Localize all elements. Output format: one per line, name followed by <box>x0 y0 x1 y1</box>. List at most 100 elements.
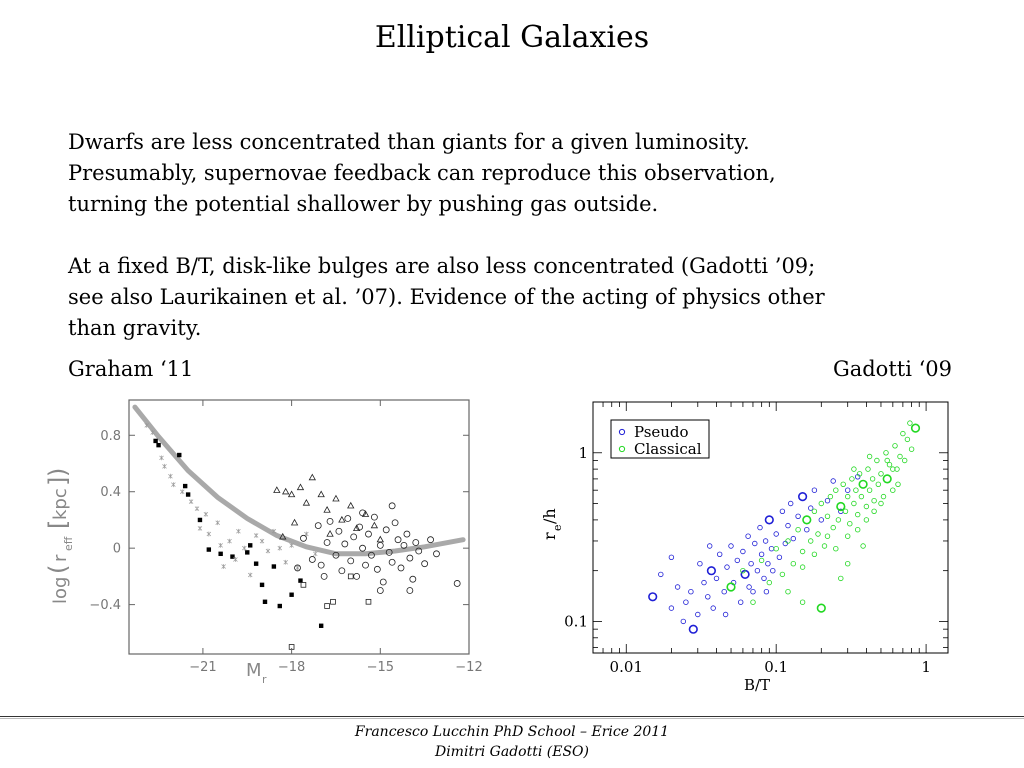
data-point-pseudo <box>737 599 744 605</box>
data-point-circle <box>323 539 331 546</box>
data-point-classical <box>858 479 868 489</box>
data-point-star <box>277 545 283 551</box>
data-point-star <box>233 557 238 562</box>
data-point-classical <box>860 543 866 549</box>
data-point-open-square <box>365 598 372 605</box>
slide-title: Elliptical Galaxies <box>374 20 650 55</box>
data-point-circle <box>427 536 434 544</box>
data-point-classical <box>811 508 818 514</box>
data-point-pseudo <box>668 554 675 560</box>
data-point-circle <box>409 575 417 583</box>
data-point-circle <box>356 523 364 531</box>
data-point-circle <box>379 578 387 586</box>
data-point-circle <box>335 527 343 535</box>
data-point-circle <box>341 540 349 548</box>
data-point-classical <box>892 443 898 449</box>
data-point-pseudo <box>779 508 786 514</box>
data-point-filled-square <box>289 592 294 597</box>
data-point-triangle <box>332 494 340 502</box>
data-point-triangle <box>296 483 305 491</box>
data-point-filled-square <box>248 543 253 548</box>
data-point-star <box>221 564 226 569</box>
data-point-filled-square <box>182 483 188 489</box>
data-point-classical <box>858 493 865 500</box>
data-point-pseudo <box>748 560 754 567</box>
data-point-circle <box>365 530 372 538</box>
data-point-filled-square <box>271 564 277 569</box>
data-point-classical <box>849 476 855 482</box>
data-point-classical <box>827 493 834 500</box>
data-point-classical <box>900 430 906 437</box>
data-point-filled-square <box>197 517 203 523</box>
data-point-pseudo <box>668 605 675 611</box>
data-point-circle <box>391 519 399 527</box>
ylabel-bracket-open: [ <box>44 520 72 529</box>
data-point-circle <box>376 541 384 549</box>
data-point-classical <box>830 524 836 531</box>
data-point-circle <box>412 539 420 546</box>
data-point-circle <box>415 547 423 555</box>
x-tick-label: −12 <box>455 660 482 675</box>
plot1-x-axis-label: M <box>246 660 262 681</box>
data-point-circle <box>388 502 396 510</box>
plot2-frame <box>592 401 949 654</box>
ylabel2-e: e <box>551 524 564 531</box>
relation-curve <box>132 404 466 557</box>
data-point-pseudo <box>757 524 763 531</box>
data-point-classical <box>840 481 846 487</box>
paragraph-2-line: than gravity. <box>68 316 202 340</box>
data-point-circle <box>373 565 381 573</box>
data-point-classical <box>855 526 861 533</box>
data-point-star <box>168 473 173 479</box>
ylabel-paren-close: ) <box>44 468 72 477</box>
data-point-classical <box>880 493 887 500</box>
paragraph-2-line: see also Laurikainen et al. ’07). Eviden… <box>68 285 825 309</box>
data-point-star <box>159 455 164 461</box>
data-point-pseudo <box>716 551 723 557</box>
data-point-triangle <box>302 498 311 506</box>
data-point-star <box>188 499 194 504</box>
data-point-circle <box>400 541 408 549</box>
data-point-triangle <box>282 487 290 495</box>
data-point-star <box>242 545 247 551</box>
data-point-star <box>218 542 223 548</box>
data-point-classical <box>871 497 877 504</box>
data-point-classical <box>766 579 772 586</box>
data-point-triangle <box>370 521 379 529</box>
data-point-pseudo <box>763 588 770 595</box>
plot2-legend: Pseudo Classical <box>610 419 710 459</box>
data-point-classical <box>897 453 903 460</box>
data-point-star <box>203 511 209 517</box>
data-point-pseudo <box>785 522 791 529</box>
data-point-classical <box>818 500 824 507</box>
data-point-classical <box>808 538 814 544</box>
data-point-pseudo <box>788 500 794 507</box>
data-point-circle <box>388 558 396 566</box>
data-point-classical <box>883 450 889 456</box>
footer-line-2: Dimitri Gadotti (ESO) <box>434 744 589 760</box>
data-point-triangle <box>347 501 355 509</box>
data-point-classical <box>904 436 911 443</box>
data-point-filled-square <box>177 452 182 458</box>
data-point-star <box>171 482 176 488</box>
data-point-star <box>162 463 167 469</box>
data-point-pseudo <box>688 624 698 634</box>
data-point-pseudo <box>680 618 686 625</box>
data-point-classical <box>799 564 806 570</box>
data-point-triangle <box>290 518 299 526</box>
data-point-star <box>179 489 185 495</box>
data-point-triangle <box>317 490 325 498</box>
data-point-circle <box>370 513 378 521</box>
data-point-classical <box>863 517 870 523</box>
legend-classical-label: Classical <box>634 440 702 458</box>
paragraph-1: Dwarfs are less concentrated than giants… <box>68 127 968 220</box>
data-point-pseudo <box>824 497 831 504</box>
data-point-classical <box>869 476 876 482</box>
data-point-circle <box>385 548 393 556</box>
data-point-pseudo <box>754 567 761 574</box>
data-point-triangle <box>273 486 281 493</box>
data-point-circle <box>382 526 390 534</box>
legend-classical-marker <box>618 445 626 453</box>
caption-right: Gadotti ‘09 <box>832 357 952 381</box>
data-point-triangle <box>287 490 296 498</box>
